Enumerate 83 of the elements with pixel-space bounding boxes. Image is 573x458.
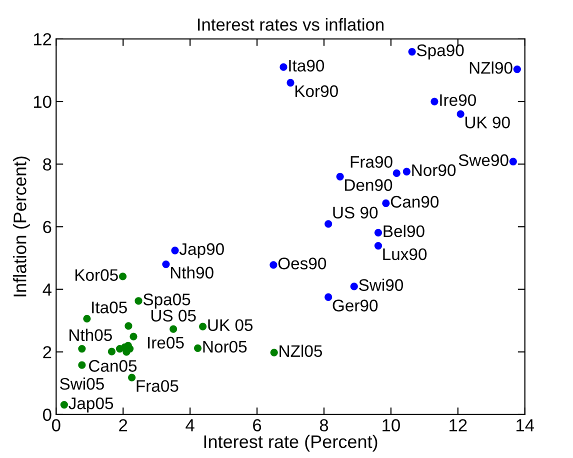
point [128, 374, 136, 382]
x-tick-label: 8 [320, 419, 328, 432]
point [408, 48, 416, 56]
annotation: Kor05 [76, 269, 118, 281]
point [270, 261, 278, 269]
annotation: Bel90 [384, 224, 424, 238]
point [60, 400, 68, 409]
point [430, 98, 438, 106]
point [134, 297, 142, 305]
point [171, 246, 179, 254]
point [280, 63, 288, 71]
x-tick-label: 14 [516, 419, 534, 432]
point [194, 344, 202, 352]
annotation: Fra05 [136, 380, 178, 392]
y-axis-title: Inflation (Percent) [13, 156, 30, 296]
annotation: Lux90 [383, 248, 427, 260]
point [83, 314, 91, 323]
point [509, 158, 517, 166]
point [78, 361, 86, 369]
point [392, 169, 400, 178]
point [78, 344, 86, 353]
annotation: Nth05 [70, 328, 112, 342]
annotation: Nor90 [412, 164, 456, 176]
annotation: Nth90 [170, 266, 214, 279]
y-tick-label: 12 [34, 33, 52, 46]
annotation: US 90 [333, 206, 378, 219]
annotation: UK 05 [208, 319, 253, 332]
point [170, 325, 178, 333]
y-tick-label: 4 [42, 284, 52, 296]
x-tick-label: 0 [52, 419, 60, 432]
point [513, 65, 521, 74]
point [402, 168, 411, 176]
annotation: NZl90 [470, 62, 512, 74]
point [374, 242, 382, 250]
y-tick-label: 0 [43, 408, 52, 421]
point [324, 220, 332, 228]
point [350, 282, 358, 290]
annotation: Oes90 [278, 258, 326, 270]
y-tick-label: 8 [43, 158, 52, 171]
annotation: Swi05 [60, 378, 104, 390]
chart-title: Interest rates vs inflation [198, 18, 384, 31]
annotation: Ger90 [332, 300, 378, 312]
x-tick-label: 6 [253, 419, 262, 432]
annotation: Can05 [89, 360, 137, 372]
point [324, 293, 332, 301]
annotation: Swe90 [458, 154, 508, 166]
point [286, 78, 294, 87]
y-tick-label: 6 [43, 220, 52, 234]
point [270, 348, 278, 356]
x-tick-label: 2 [119, 419, 128, 432]
point [456, 110, 464, 118]
annotation: Swi90 [359, 278, 404, 291]
annotation: Den90 [345, 179, 392, 191]
annotation: Spa90 [416, 44, 464, 60]
annotation: Ita05 [92, 302, 127, 314]
annotation: Ire90 [440, 94, 476, 106]
point [118, 272, 127, 280]
annotation: Jap05 [68, 397, 114, 413]
annotation: UK 90 [465, 116, 510, 128]
annotation: Jap90 [179, 243, 224, 258]
annotation: Nor05 [203, 340, 247, 353]
y-tick-label: 10 [34, 96, 52, 108]
point [374, 228, 382, 236]
point [336, 172, 344, 180]
x-tick-label: 12 [450, 419, 467, 432]
annotation: Ire05 [148, 336, 184, 349]
x-axis-title: Interest rate (Percent) [204, 434, 378, 452]
annotation: Kor90 [295, 85, 338, 98]
point [382, 199, 390, 208]
y-tick-label: 2 [43, 346, 52, 358]
annotation: Ita90 [289, 60, 324, 72]
x-tick-label: 4 [186, 419, 194, 432]
point [198, 322, 207, 330]
annotation: NZl05 [280, 344, 322, 357]
x-tick-label: 10 [382, 419, 400, 432]
point [108, 348, 116, 356]
point [124, 322, 132, 330]
annotation: US 05 [151, 310, 196, 322]
annotation: Fra90 [350, 156, 392, 168]
annotation: Spa05 [143, 294, 190, 309]
point [162, 260, 170, 268]
point [130, 332, 138, 340]
annotation: Can90 [390, 196, 439, 208]
